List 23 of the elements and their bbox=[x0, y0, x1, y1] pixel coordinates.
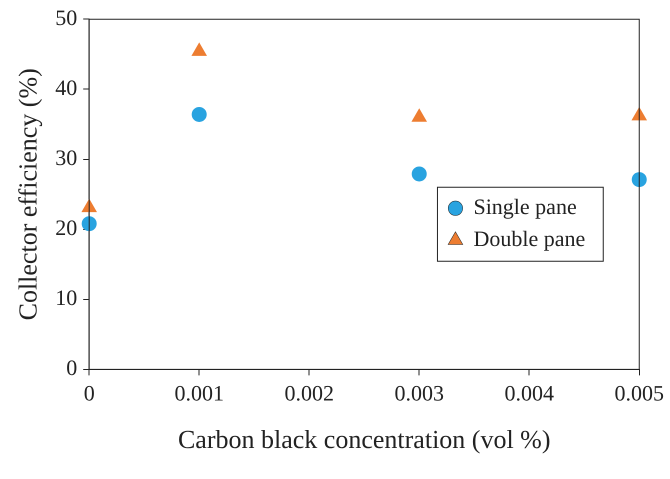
point bbox=[412, 108, 427, 122]
y-axis-title: Collector efficiency (%) bbox=[13, 68, 42, 320]
point bbox=[412, 166, 427, 182]
point bbox=[632, 172, 647, 188]
legend-label: Double pane bbox=[473, 226, 586, 252]
point bbox=[632, 107, 647, 120]
x-axis-title: Carbon black concentration (vol %) bbox=[178, 425, 550, 454]
y-tick-label: 30 bbox=[55, 145, 78, 170]
x-tick-label: 0.001 bbox=[174, 380, 224, 406]
y-tick-label: 0 bbox=[66, 355, 78, 380]
y-tick-label: 50 bbox=[55, 4, 78, 30]
y-tick-label: 20 bbox=[55, 215, 78, 240]
x-tick-label: 0.004 bbox=[504, 380, 554, 406]
x-tick-label: 0.002 bbox=[284, 380, 334, 406]
x-tick-label: 0.005 bbox=[614, 380, 664, 406]
y-tick-label: 10 bbox=[55, 285, 78, 310]
point bbox=[82, 216, 97, 232]
legend-label: Single pane bbox=[473, 194, 577, 220]
point bbox=[192, 106, 207, 122]
x-tick-label: 0.003 bbox=[394, 380, 444, 406]
x-tick-label: 0 bbox=[84, 380, 95, 406]
y-tick-label: 40 bbox=[55, 75, 78, 100]
point bbox=[192, 42, 207, 56]
